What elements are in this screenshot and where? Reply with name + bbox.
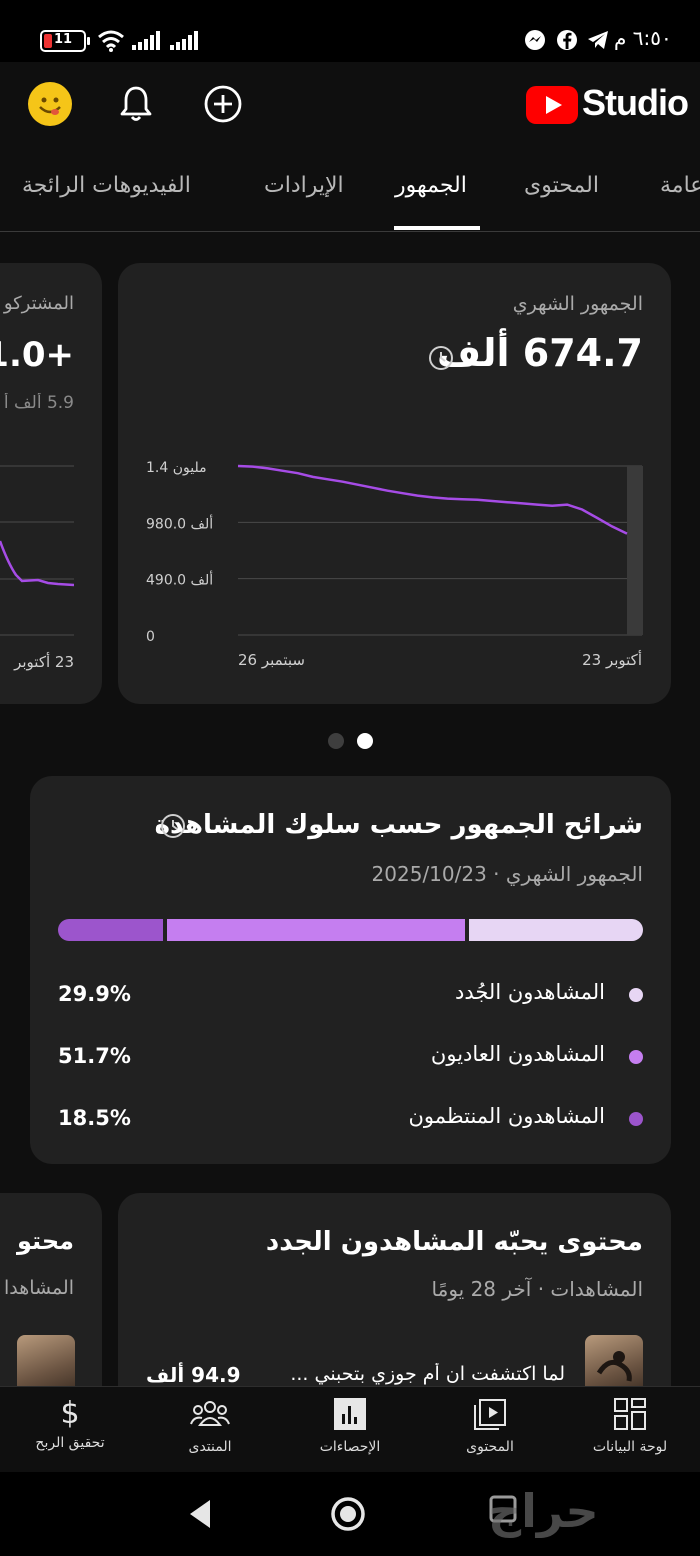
info-clock-icon[interactable] — [428, 345, 454, 371]
legend-dot — [629, 1050, 643, 1064]
monthly-audience-title: الجمهور الشهري — [512, 293, 643, 315]
nav-community[interactable]: المنتدى — [150, 1397, 270, 1455]
tab-content[interactable]: المحتوى — [524, 173, 599, 198]
tab-bar: عامة المحتوى الجمهور الإيرادات الفيديوها… — [0, 155, 700, 232]
side-content-title: محتو — [17, 1227, 74, 1255]
nav-label: تحقيق الربح — [35, 1435, 105, 1451]
new-viewers-title: محتوى يحبّه المشاهدون الجدد — [265, 1227, 643, 1257]
segment-bar-new — [469, 919, 643, 941]
chart-scrubber[interactable] — [627, 466, 643, 635]
dashboard-icon — [614, 1398, 646, 1430]
segments-stacked-bar — [58, 919, 643, 941]
y-tick-label: 1.4 مليون — [146, 460, 207, 476]
nav-analytics[interactable]: الإحصاءات — [290, 1397, 410, 1455]
signal-icon-2 — [170, 31, 198, 50]
logo-text: Studio — [582, 82, 689, 123]
video-views: 94.9 ألف — [146, 1363, 241, 1387]
segment-row-regular: المشاهدون المنتظمون 18.5% — [58, 1104, 643, 1134]
new-viewers-subtitle: المشاهدات · آخر 28 يومًا — [431, 1277, 643, 1301]
bottom-navigation: لوحة البيانات المحتوى الإحصاءات المنتدى — [0, 1386, 700, 1473]
video-thumbnail[interactable] — [585, 1335, 643, 1395]
video-title[interactable]: لما اكتشفت ان أم جوزي بتحبني ... — [290, 1363, 565, 1385]
pager-dot-1[interactable] — [328, 733, 344, 749]
subscribers-card[interactable]: المشتركو 1.0+ 5.9 ألف أ 23 أكتوبر — [0, 263, 102, 704]
nav-label: المنتدى — [188, 1439, 232, 1455]
segment-value: 18.5% — [58, 1106, 131, 1130]
x-tick-label: 23 أكتوبر — [582, 650, 642, 669]
segment-row-new: المشاهدون الجُدد 29.9% — [58, 980, 643, 1010]
monthly-audience-card[interactable]: الجمهور الشهري 674.7 ألف 1.4 مليون 980.0 … — [118, 263, 671, 704]
segment-bar-regular — [58, 919, 163, 941]
legend-dot — [629, 988, 643, 1002]
signal-icon — [132, 31, 160, 50]
monthly-audience-value: 674.7 ألف — [437, 331, 643, 375]
telegram-icon — [588, 31, 608, 49]
wifi-icon — [98, 30, 124, 52]
battery-level: 11 — [54, 32, 73, 47]
battery-icon: 11 — [40, 30, 90, 52]
subscribers-x-tick: 23 أكتوبر — [14, 653, 74, 671]
segments-title: شرائح الجمهور حسب سلوك المشاهدة — [154, 810, 643, 840]
subscribers-sub: 5.9 ألف أ — [3, 393, 74, 413]
segment-row-casual: المشاهدون العاديون 51.7% — [58, 1042, 643, 1072]
video-thumbnail[interactable] — [17, 1335, 75, 1395]
tab-overview[interactable]: عامة — [660, 173, 700, 198]
emoji-face-icon — [39, 97, 61, 115]
y-tick-label: 0 — [146, 629, 155, 645]
info-clock-icon[interactable] — [160, 813, 186, 839]
home-icon[interactable] — [330, 1496, 366, 1532]
system-navigation-bar: حراج — [0, 1472, 700, 1556]
subscribers-title: المشتركو — [3, 293, 74, 314]
segments-subtitle: الجمهور الشهري · 2025/10/23 — [371, 862, 643, 886]
monthly-audience-chart: 1.4 مليون 980.0 ألف 490.0 ألف 0 26 سبتمبر 23 … — [146, 460, 643, 669]
segment-label: المشاهدون المنتظمون — [408, 1104, 605, 1128]
segment-bar-casual — [167, 919, 465, 941]
y-tick-label: 490.0 ألف — [146, 571, 213, 589]
analytics-icon — [334, 1398, 366, 1430]
subscribers-value: 1.0+ — [0, 335, 74, 375]
back-icon[interactable] — [186, 1498, 214, 1530]
segment-value: 51.7% — [58, 1044, 131, 1068]
audience-segments-card[interactable]: شرائح الجمهور حسب سلوك المشاهدة الجمهور … — [30, 776, 671, 1164]
pager-dot-2-active[interactable] — [357, 733, 373, 749]
notifications-bell-icon[interactable] — [118, 84, 154, 124]
youtube-play-icon — [526, 86, 578, 124]
recents-icon[interactable] — [488, 1494, 520, 1526]
nav-label: الإحصاءات — [319, 1439, 381, 1455]
community-icon — [190, 1401, 230, 1426]
tab-audience[interactable]: الجمهور — [395, 173, 467, 198]
studio-logo: Studio — [526, 82, 689, 128]
segment-label: المشاهدون العاديون — [430, 1042, 605, 1066]
monetization-icon: $ — [60, 1396, 80, 1431]
nav-label: المحتوى — [466, 1439, 514, 1455]
series-line — [237, 464, 628, 535]
x-tick-label: 26 سبتمبر — [238, 651, 305, 669]
y-tick-label: 980.0 ألف — [146, 514, 213, 532]
top-app-bar: Studio — [0, 62, 700, 154]
nav-dashboard[interactable]: لوحة البيانات — [570, 1397, 690, 1455]
clock: ٦:٥٠ م — [614, 26, 672, 50]
tab-trending[interactable]: الفيديوهات الرائجة — [22, 173, 191, 198]
segment-label: المشاهدون الجُدد — [454, 980, 605, 1004]
watermark-logo: حراج — [488, 1484, 599, 1538]
tab-revenue[interactable]: الإيرادات — [264, 173, 344, 198]
side-content-subtitle: المشاهدا — [3, 1277, 74, 1299]
facebook-icon — [557, 30, 577, 50]
avatar[interactable] — [28, 82, 72, 126]
active-tab-indicator — [394, 226, 480, 230]
thumbnail-silhouette — [596, 1351, 632, 1382]
segment-value: 29.9% — [58, 982, 131, 1006]
nav-content[interactable]: المحتوى — [430, 1397, 550, 1455]
nav-monetization[interactable]: $ تحقيق الربح — [10, 1396, 130, 1452]
nav-label: لوحة البيانات — [592, 1439, 668, 1455]
legend-dot — [629, 1112, 643, 1126]
subscribers-mini-chart — [0, 465, 74, 636]
content-icon — [474, 1399, 506, 1430]
create-plus-icon[interactable] — [203, 84, 243, 124]
status-bar: 11 ٦:٥٠ م — [0, 0, 700, 62]
messenger-icon — [525, 30, 545, 50]
